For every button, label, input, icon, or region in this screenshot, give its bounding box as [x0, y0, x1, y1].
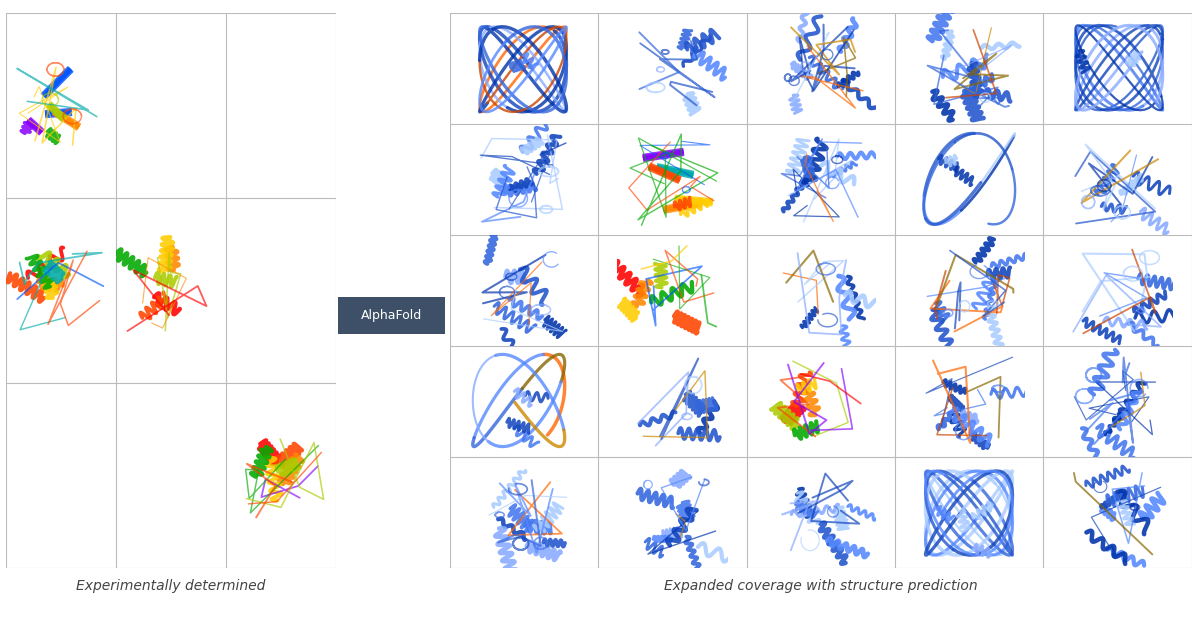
Text: AlphaFold: AlphaFold — [360, 309, 422, 322]
Text: Experimentally determined: Experimentally determined — [77, 579, 265, 593]
FancyBboxPatch shape — [338, 297, 445, 334]
Text: Expanded coverage with structure prediction: Expanded coverage with structure predict… — [664, 579, 978, 593]
